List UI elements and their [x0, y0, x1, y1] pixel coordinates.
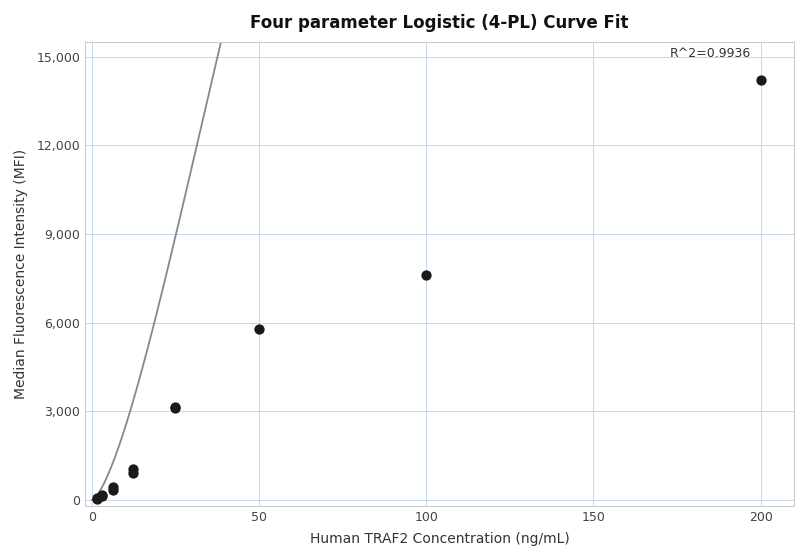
Point [252, 324, 265, 333]
Point [169, 404, 182, 413]
Point [169, 403, 182, 412]
Point [90, 494, 103, 503]
Point [754, 76, 767, 85]
Text: R^2=0.9936: R^2=0.9936 [669, 46, 751, 59]
Point [95, 492, 108, 501]
Title: Four parameter Logistic (4-PL) Curve Fit: Four parameter Logistic (4-PL) Curve Fit [250, 14, 629, 32]
X-axis label: Human TRAF2 Concentration (ng/mL): Human TRAF2 Concentration (ng/mL) [309, 532, 570, 546]
Point [106, 482, 119, 491]
Y-axis label: Median Fluorescence Intensity (MFI): Median Fluorescence Intensity (MFI) [14, 149, 28, 399]
Point [127, 464, 140, 473]
Point [127, 469, 140, 478]
Point [90, 493, 103, 502]
Point [95, 491, 108, 500]
Point [419, 271, 432, 280]
Point [106, 485, 119, 494]
